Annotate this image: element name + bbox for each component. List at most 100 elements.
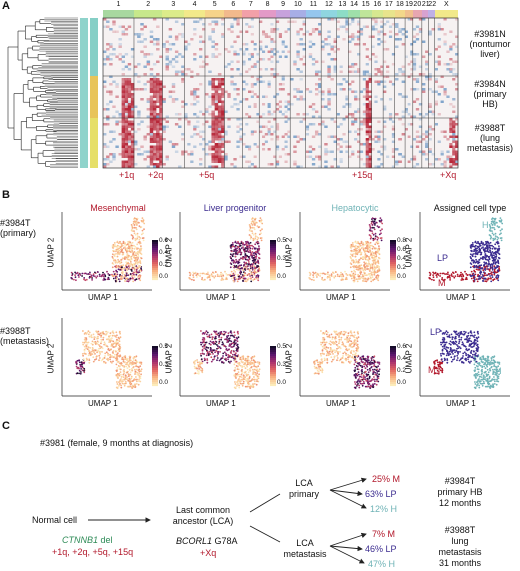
umap-point (378, 247, 380, 250)
umap-point (129, 265, 131, 267)
umap-point (369, 241, 372, 244)
heatmap-cell (130, 100, 135, 103)
heatmap-cell (112, 158, 116, 161)
heatmap-cell (314, 28, 319, 31)
heatmap-cell (248, 160, 252, 163)
heatmap-cell (174, 20, 179, 23)
umap-point (121, 382, 124, 385)
heatmap-cell (221, 83, 225, 86)
umap-point (231, 273, 234, 276)
heatmap-cell (391, 135, 396, 138)
heatmap-cell (162, 163, 166, 166)
umap-point (452, 275, 454, 278)
heatmap-cell (391, 83, 396, 86)
umap-point (132, 277, 134, 280)
umap-point (120, 245, 123, 247)
heatmap-cell (214, 98, 219, 101)
heatmap-cell (211, 123, 215, 126)
heatmap-cell (275, 73, 280, 76)
heatmap-cell (187, 153, 191, 156)
umap-point (497, 270, 500, 273)
umap-point (132, 253, 135, 256)
umap-point (251, 230, 253, 232)
umap-point (239, 266, 241, 269)
umap-point (255, 257, 257, 259)
umap-point (483, 274, 486, 277)
umap-point (341, 278, 344, 281)
heatmap-cell (327, 100, 331, 103)
umap-point (247, 371, 250, 374)
heatmap-cell (156, 163, 160, 166)
heatmap-cell (437, 85, 441, 88)
umap-point (369, 265, 372, 268)
heatmap-cell (262, 113, 266, 116)
heatmap-cell (242, 155, 246, 158)
umap-point (117, 365, 120, 367)
heatmap-cell (377, 165, 381, 168)
umap-point (114, 265, 116, 268)
umap-point (74, 276, 77, 279)
heatmap-cell (162, 130, 166, 133)
heatmap-border (102, 17, 459, 169)
heatmap-cell (214, 130, 219, 133)
heatmap-cell (130, 85, 135, 88)
heatmap-cell (365, 93, 369, 96)
heatmap-cell (214, 48, 219, 51)
heatmap-cell (130, 138, 135, 141)
heatmap-cell (181, 133, 185, 136)
umap-point (106, 278, 109, 281)
heatmap-cell (425, 145, 429, 148)
heatmap-cell (380, 25, 384, 28)
umap-point (360, 242, 363, 244)
umap-point (253, 247, 256, 250)
heatmap-cell (118, 53, 122, 56)
umap-point (495, 275, 498, 277)
heatmap-cell (270, 50, 274, 53)
heatmap-cell (359, 158, 364, 161)
umap-point (103, 278, 106, 281)
heatmap-cell (239, 138, 243, 141)
heatmap-cell (336, 165, 340, 168)
heatmap-cell (253, 43, 257, 46)
umap-point (110, 339, 113, 342)
heatmap-cell (330, 18, 334, 21)
heatmap-cell (348, 130, 352, 133)
umap-point (491, 226, 494, 229)
umap-point (113, 273, 116, 276)
heatmap-cell (273, 48, 277, 51)
heatmap-cell (339, 65, 343, 68)
heatmap-cell (159, 80, 163, 83)
umap-point (366, 244, 369, 246)
heatmap-cell (287, 93, 291, 96)
heatmap-cell (302, 23, 306, 26)
umap-point (239, 270, 242, 272)
heatmap-cell (221, 145, 225, 148)
heatmap-cell (412, 28, 417, 31)
umap-point (250, 253, 253, 256)
umap-point (245, 274, 247, 277)
umap-point (240, 242, 243, 244)
heatmap-cell (230, 30, 234, 33)
heatmap-cell (287, 108, 291, 111)
heatmap-cell (137, 113, 141, 116)
umap-point (109, 353, 111, 356)
umap-point (196, 361, 199, 364)
umap-point (492, 222, 495, 224)
heatmap-cell (103, 58, 107, 61)
heatmap-cell (267, 35, 271, 38)
umap-point (484, 253, 487, 255)
heatmap-cell (339, 158, 343, 161)
umap-point (127, 261, 129, 264)
heatmap-cell (106, 103, 110, 106)
heatmap-cell (227, 50, 231, 53)
umap-point (479, 253, 482, 256)
heatmap-cell (383, 80, 387, 83)
heatmap-cell (174, 35, 179, 38)
heatmap-cell (214, 100, 219, 103)
heatmap-cell (152, 103, 157, 106)
umap-point (137, 374, 140, 376)
umap-point (494, 267, 497, 269)
heatmap-cell (152, 75, 157, 78)
heatmap-cell (284, 153, 288, 156)
heatmap-cell (421, 90, 426, 93)
